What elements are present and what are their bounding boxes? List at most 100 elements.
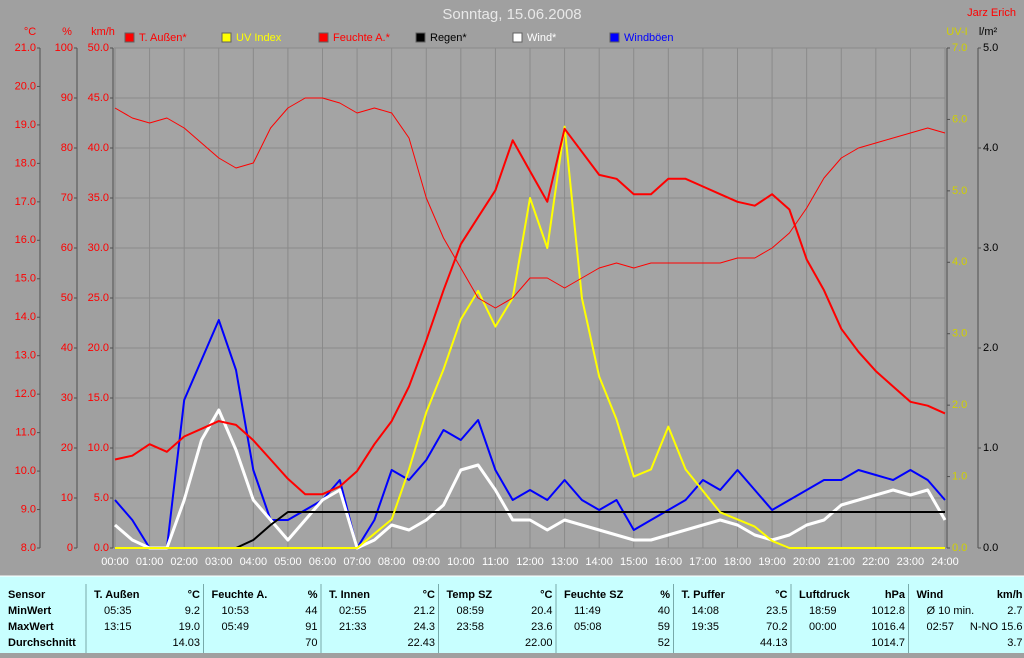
- cell-value: 23.6: [531, 621, 552, 633]
- legend-label: UV Index: [236, 32, 282, 44]
- cell-value: 24.3: [414, 621, 435, 633]
- cell-value: 40: [658, 605, 670, 617]
- row-label: Durchschnitt: [8, 637, 76, 649]
- column-unit: %: [660, 589, 670, 601]
- y-tick-label: 7.0: [952, 42, 967, 54]
- column-unit: °C: [423, 589, 435, 601]
- cell-time: 08:59: [457, 605, 485, 617]
- row-label: Sensor: [8, 589, 46, 601]
- column-unit: km/h: [997, 589, 1023, 601]
- series-line: [114, 127, 946, 496]
- x-tick-label: 18:00: [724, 556, 752, 568]
- author: Jarz Erich: [967, 7, 1016, 19]
- cell-average: 1014.7: [871, 637, 905, 649]
- y-tick-label: 15.0: [88, 392, 109, 404]
- column-header: Wind: [917, 589, 944, 601]
- cell-value: 70.2: [766, 621, 787, 633]
- legend-label: Windböen: [624, 32, 674, 44]
- column-unit: hPa: [885, 589, 906, 601]
- cell-average: 14.03: [172, 637, 200, 649]
- cell-value: 1012.8: [871, 605, 905, 617]
- x-tick-label: 14:00: [585, 556, 613, 568]
- column-unit: %: [308, 589, 318, 601]
- chart-title: Sonntag, 15.06.2008: [442, 6, 581, 23]
- y-tick-label: 20.0: [88, 342, 109, 354]
- y-tick-label: 5.0: [952, 185, 967, 197]
- y-tick-label: 21.0: [15, 42, 36, 54]
- series-line: [114, 97, 946, 309]
- y-tick-label: 13.0: [15, 350, 36, 362]
- y-tick-label: 20.0: [15, 80, 36, 92]
- y-tick-label: 0.0: [952, 542, 967, 554]
- cell-time: 05:49: [222, 621, 250, 633]
- axis-label: °C: [24, 26, 36, 38]
- cell-value: 23.5: [766, 605, 787, 617]
- x-tick-label: 22:00: [862, 556, 890, 568]
- cell-value: 20.4: [531, 605, 552, 617]
- cell-time: 21:33: [339, 621, 367, 633]
- column-header: Temp SZ: [447, 589, 493, 601]
- axis-label: km/h: [91, 26, 115, 38]
- y-tick-label: 100: [55, 42, 73, 54]
- y-tick-label: 2.0: [952, 399, 967, 411]
- y-tick-label: 90: [61, 92, 73, 104]
- y-tick-label: 35.0: [88, 192, 109, 204]
- cell-time: 10:53: [222, 605, 250, 617]
- cell-time: 14:08: [692, 605, 720, 617]
- cell-average: 3.7: [1007, 637, 1022, 649]
- x-tick-label: 17:00: [689, 556, 717, 568]
- y-tick-label: 14.0: [15, 311, 36, 323]
- axis-label: UV-I: [946, 26, 967, 38]
- y-tick-label: 20: [61, 442, 73, 454]
- y-tick-label: 50.0: [88, 42, 109, 54]
- legend-swatch: [221, 32, 232, 43]
- y-tick-label: 18.0: [15, 157, 36, 169]
- cell-average: 22.43: [407, 637, 435, 649]
- legend-swatch: [609, 32, 620, 43]
- row-label: MinWert: [8, 605, 52, 617]
- cell-value: 59: [658, 621, 670, 633]
- cell-time: 00:00: [809, 621, 837, 633]
- y-tick-label: 5.0: [983, 42, 998, 54]
- x-tick-label: 15:00: [620, 556, 648, 568]
- y-tick-label: 50: [61, 292, 73, 304]
- y-tick-label: 10.0: [88, 442, 109, 454]
- legend-swatch: [415, 32, 426, 43]
- column-header: Luftdruck: [799, 589, 851, 601]
- x-tick-label: 11:00: [482, 556, 509, 568]
- y-tick-label: 2.0: [983, 342, 998, 354]
- y-tick-label: 10.0: [15, 465, 36, 477]
- x-tick-label: 07:00: [343, 556, 371, 568]
- column-header: T. Innen: [329, 589, 370, 601]
- y-tick-label: 12.0: [15, 388, 36, 400]
- x-tick-label: 24:00: [931, 556, 959, 568]
- y-tick-label: 4.0: [983, 142, 998, 154]
- cell-value: 44: [305, 605, 317, 617]
- legend-label: Wind*: [527, 32, 557, 44]
- x-tick-label: 00:00: [101, 556, 129, 568]
- x-tick-label: 08:00: [378, 556, 406, 568]
- x-tick-label: 12:00: [516, 556, 544, 568]
- cell-value: 2.7: [1007, 605, 1022, 617]
- y-tick-label: 3.0: [952, 328, 967, 340]
- x-tick-label: 23:00: [897, 556, 925, 568]
- legend-swatch: [124, 32, 135, 43]
- column-unit: °C: [775, 589, 787, 601]
- cell-time: 11:49: [574, 605, 601, 617]
- y-tick-label: 15.0: [15, 273, 36, 285]
- column-header: Feuchte SZ: [564, 589, 624, 601]
- x-tick-label: 19:00: [758, 556, 786, 568]
- y-tick-label: 6.0: [952, 113, 967, 125]
- y-tick-label: 17.0: [15, 196, 36, 208]
- x-tick-label: 06:00: [309, 556, 337, 568]
- x-tick-label: 01:00: [136, 556, 164, 568]
- series-line: [114, 408, 947, 550]
- y-tick-label: 1.0: [952, 470, 967, 482]
- y-tick-label: 3.0: [983, 242, 998, 254]
- series-line: [114, 319, 946, 549]
- cell-time: 18:59: [809, 605, 837, 617]
- cell-time: 13:15: [104, 621, 132, 633]
- y-tick-label: 11.0: [15, 427, 36, 439]
